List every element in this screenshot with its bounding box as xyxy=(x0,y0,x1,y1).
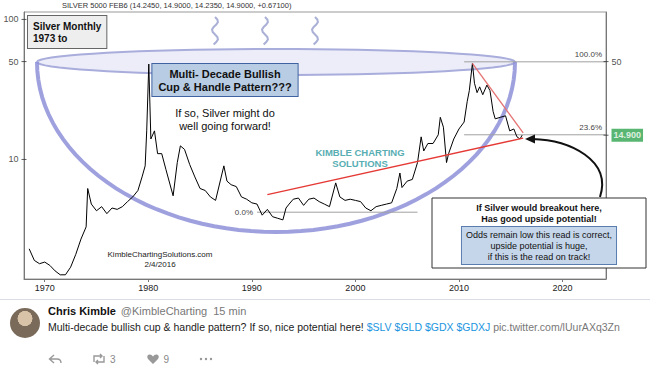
html-text:3: 3 xyxy=(110,353,116,365)
svg-text:0.0%: 0.0% xyxy=(235,208,253,217)
svg-text:100: 100 xyxy=(3,14,18,24)
svg-text:23.6%: 23.6% xyxy=(579,123,602,132)
svg-text:Multi- Decade Bullish: Multi- Decade Bullish xyxy=(169,68,281,80)
svg-text:Odds remain low this read is c: Odds remain low this read is correct, xyxy=(466,230,612,240)
svg-text:SILVER 5000 FEB6 (14.2450, 14.: SILVER 5000 FEB6 (14.2450, 14.9000, 14.2… xyxy=(62,1,292,10)
svg-text:If so, Silver might do: If so, Silver might do xyxy=(175,107,275,119)
svg-text:50: 50 xyxy=(612,57,622,67)
svg-text:well going forward!: well going forward! xyxy=(178,120,271,132)
svg-text:1990: 1990 xyxy=(242,283,262,293)
svg-text:2000: 2000 xyxy=(345,283,365,293)
svg-text:Cup & Handle Pattern???: Cup & Handle Pattern??? xyxy=(158,81,292,93)
svg-text:14.900: 14.900 xyxy=(614,130,642,140)
html-text:Chris Kimble @KimbleCharting: Chris Kimble @KimbleCharting xyxy=(48,305,208,317)
svg-text:1980: 1980 xyxy=(138,283,158,293)
html-text:15 min: 15 min xyxy=(213,305,247,317)
svg-text:KimbleChartingSolutions.com: KimbleChartingSolutions.com xyxy=(108,250,213,259)
svg-text:upside potential is huge,: upside potential is huge, xyxy=(490,241,587,251)
svg-text:2020: 2020 xyxy=(552,283,572,293)
html-text:Multi-decade bullish cup & han: Multi-decade bullish cup & handle patter… xyxy=(48,321,620,333)
svg-text:2/4/2016: 2/4/2016 xyxy=(144,260,176,269)
svg-text:50: 50 xyxy=(8,57,18,67)
svg-text:Silver Monthly: Silver Monthly xyxy=(33,21,102,32)
svg-text:SOLUTIONS: SOLUTIONS xyxy=(332,158,387,169)
svg-text:1973 to: 1973 to xyxy=(33,33,67,44)
svg-text:2010: 2010 xyxy=(449,283,469,293)
svg-text:100.0%: 100.0% xyxy=(575,50,602,59)
svg-text:KIMBLE CHARTING: KIMBLE CHARTING xyxy=(315,147,404,158)
svg-text:if this is the read on track!: if this is the read on track! xyxy=(488,252,591,262)
svg-text:Has good upside potential!: Has good upside potential! xyxy=(481,214,597,224)
svg-text:1970: 1970 xyxy=(35,283,55,293)
html-text:9: 9 xyxy=(163,353,170,365)
svg-text:10: 10 xyxy=(8,154,18,164)
svg-text:If Silver would breakout here,: If Silver would breakout here, xyxy=(476,203,602,213)
